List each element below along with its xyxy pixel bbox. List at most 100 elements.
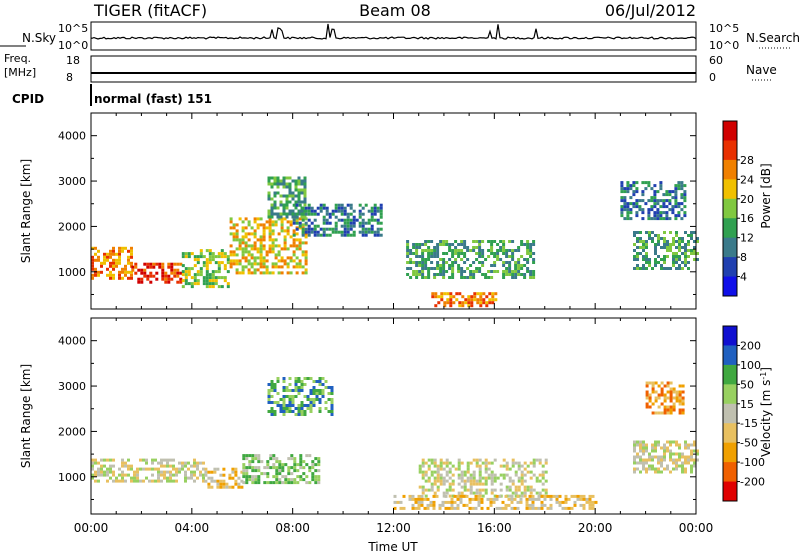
power-echo-cell (276, 191, 280, 195)
velocity-echo-cell (660, 390, 664, 394)
power-echo-cell (247, 220, 251, 224)
power-echo-cell (286, 229, 290, 233)
power-echo-cell (481, 264, 485, 267)
velocity-echo-cell (288, 395, 292, 398)
velocity-echo-cell (245, 475, 249, 479)
velocity-echo-cell (546, 506, 550, 510)
velocity-echo-cell (508, 488, 512, 492)
velocity-ytick-label: 1000 (58, 471, 86, 484)
power-colorbar-tick-label: 28 (740, 154, 754, 167)
power-echo-cell (279, 200, 283, 204)
power-echo-cell (454, 261, 458, 264)
power-echo-cell (487, 276, 491, 279)
power-echo-cell (115, 252, 118, 256)
power-echo-cell (268, 247, 272, 251)
power-echo-cell (106, 273, 109, 277)
velocity-echo-cell (118, 479, 121, 483)
velocity-echo-cell (526, 488, 530, 492)
velocity-echo-cell (302, 460, 306, 464)
power-echo-cell (657, 261, 660, 264)
velocity-echo-cell (315, 389, 319, 392)
velocity-echo-cell (309, 377, 313, 380)
power-echo-cell (343, 221, 347, 225)
power-echo-cell (470, 298, 474, 302)
power-echo-cell (241, 235, 245, 239)
velocity-echo-cell (299, 463, 303, 467)
velocity-echo-cell (487, 473, 491, 477)
power-echo-cell (190, 285, 194, 289)
velocity-echo-cell (245, 466, 249, 470)
power-echo-cell (674, 205, 678, 209)
velocity-echo-cell (121, 461, 124, 465)
velocity-echo-cell (508, 485, 512, 489)
power-echo-cell (97, 273, 100, 277)
power-echo-cell (623, 217, 627, 221)
velocity-echo-cell (460, 461, 464, 465)
velocity-echo-cell (169, 473, 172, 477)
velocity-echo-cell (436, 473, 440, 477)
power-echo-cell (283, 262, 287, 266)
velocity-echo-cell (136, 470, 139, 474)
velocity-echo-cell (324, 386, 328, 389)
velocity-echo-cell (517, 461, 521, 465)
velocity-echo-cell (207, 482, 211, 486)
velocity-echo-cell (207, 470, 211, 474)
power-echo-cell (434, 292, 438, 296)
power-echo-cell (526, 249, 530, 252)
power-echo-cell (449, 304, 453, 308)
velocity-echo-cell (669, 443, 672, 447)
power-echo-cell (505, 255, 509, 258)
power-echo-cell (202, 276, 206, 280)
power-echo-cell (487, 255, 491, 258)
power-echo-cell (654, 243, 657, 246)
power-echo-cell (532, 270, 536, 273)
velocity-echo-cell (317, 469, 321, 473)
power-echo-cell (286, 271, 290, 275)
power-echo-cell (675, 255, 678, 258)
velocity-echo-cell (544, 491, 548, 495)
power-echo-cell (496, 270, 500, 273)
velocity-echo-cell (270, 380, 274, 383)
velocity-echo-cell (669, 449, 672, 453)
power-echo-cell (325, 218, 329, 222)
velocity-echo-cell (130, 467, 133, 471)
velocity-echo-cell (535, 476, 539, 480)
power-echo-cell (235, 271, 239, 275)
power-echo-cell (626, 181, 630, 185)
velocity-echo-cell (672, 452, 675, 456)
velocity-echo-cell (245, 481, 249, 485)
velocity-echo-cell (487, 461, 491, 465)
power-echo-cell (217, 267, 221, 271)
velocity-echo-cell (504, 503, 508, 507)
power-echo-cell (265, 250, 269, 254)
power-echo-cell (668, 208, 672, 212)
power-echo-cell (322, 215, 326, 219)
power-echo-cell (112, 261, 115, 265)
power-echo-cell (346, 203, 350, 207)
power-echo-cell (346, 227, 350, 231)
velocity-echo-cell (636, 461, 639, 465)
power-echo-cell (226, 270, 230, 274)
velocity-echo-cell (414, 497, 418, 501)
velocity-echo-cell (669, 381, 673, 385)
power-echo-cell (517, 261, 521, 264)
power-echo-cell (654, 249, 657, 252)
velocity-echo-cell (294, 389, 298, 392)
velocity-echo-cell (106, 467, 109, 471)
velocity-echo-cell (666, 440, 669, 444)
cpid-value: normal (fast) 151 (94, 92, 212, 106)
power-echo-cell (226, 282, 230, 286)
velocity-echo-cell (160, 473, 163, 477)
velocity-echo-cell (294, 413, 298, 416)
velocity-echo-cell (460, 485, 464, 489)
power-echo-cell (262, 244, 266, 248)
power-echo-cell (205, 282, 209, 286)
velocity-echo-cell (633, 470, 636, 474)
power-echo-cell (127, 276, 130, 280)
power-echo-cell (205, 279, 209, 283)
power-echo-cell (232, 238, 236, 242)
power-echo-cell (286, 232, 290, 236)
velocity-echo-cell (448, 494, 452, 498)
power-echo-cell (313, 212, 317, 216)
